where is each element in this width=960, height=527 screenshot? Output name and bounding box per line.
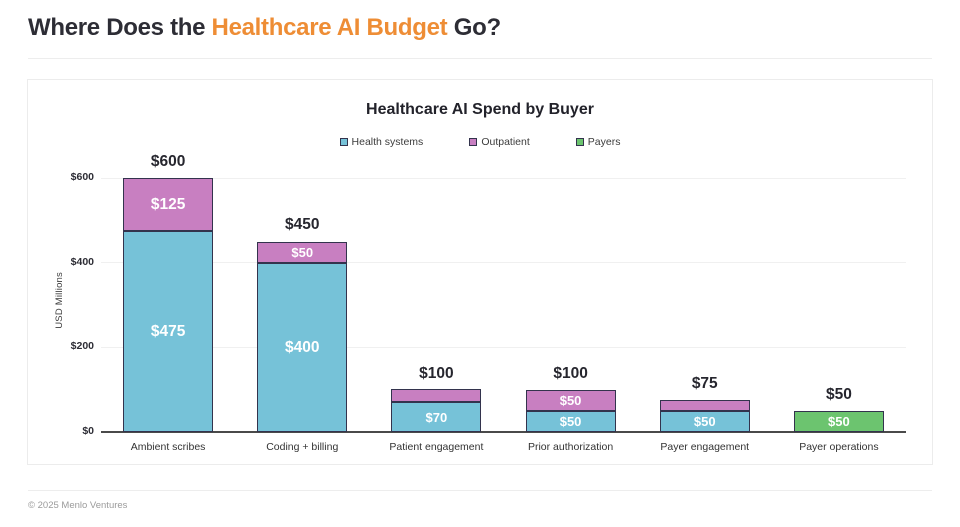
bar-total-label: $600 <box>150 153 186 170</box>
gridline-400 <box>101 262 906 264</box>
segment-health-systems: $70 <box>391 402 482 432</box>
category-label-payer-engagement: Payer engagement <box>660 441 750 453</box>
bar-total-label: $50 <box>825 386 852 403</box>
segment-value-label: $70 <box>425 409 448 425</box>
bar-coding-billing: $400 $50 $450 <box>257 178 348 432</box>
segment-health-systems: $50 <box>659 411 750 432</box>
legend-label: Outpatient <box>481 136 530 148</box>
title-divider <box>28 58 932 59</box>
segment-payers: $50 <box>793 411 884 432</box>
segment-value-label: $50 <box>828 414 850 429</box>
category-label-ambient-scribes: Ambient scribes <box>130 441 206 453</box>
bar-payer-operations: $50 $50 <box>793 178 884 432</box>
segment-value-label: $475 <box>150 322 186 340</box>
segment-health-systems: $50 <box>525 411 616 432</box>
footer-copyright: © 2025 Menlo Ventures <box>28 500 128 511</box>
category-label-payer-operations: Payer operations <box>799 441 879 453</box>
segment-outpatient: $125 <box>123 178 214 231</box>
bar-payer-engagement: $50 $75 <box>659 178 750 432</box>
legend-item-payers: Payers <box>575 136 621 148</box>
legend-swatch-icon <box>469 138 478 146</box>
legend-label: Payers <box>587 136 621 148</box>
bar-total-label: $75 <box>691 375 718 392</box>
segment-value-label: $125 <box>150 195 186 213</box>
bar-total-label: $100 <box>553 365 588 382</box>
bar-total-label: $100 <box>419 365 454 382</box>
y-tick-label: $200 <box>70 340 94 353</box>
legend-item-outpatient: Outpatient <box>469 136 530 148</box>
category-label-coding-billing: Coding + billing <box>266 441 339 453</box>
chart-card: Healthcare AI Spend by Buyer Health syst… <box>27 79 933 465</box>
y-tick-label: $600 <box>70 171 94 183</box>
gridline-200 <box>101 346 906 348</box>
segment-outpatient: $50 <box>257 242 348 263</box>
legend-swatch-icon <box>339 138 348 146</box>
legend-swatch-icon <box>575 138 584 146</box>
segment-value-label: $400 <box>285 338 320 356</box>
plot-wrap: $475 $125 $600 Ambient scribes $400 $50 $450 Co… <box>28 153 933 466</box>
segment-outpatient: $50 <box>525 390 616 411</box>
legend-item-health-systems: Health systems <box>339 136 424 148</box>
page-title: Where Does the Healthcare AI Budget Go? <box>28 14 501 42</box>
footer-divider <box>28 490 932 491</box>
category-label-prior-authorization: Prior authorization <box>527 441 614 453</box>
y-tick-label: $400 <box>70 255 94 268</box>
bar-prior-authorization: $50 $50 $100 <box>525 178 616 432</box>
bar-patient-engagement: $70 $100 <box>391 178 482 432</box>
page-title-prefix: Where Does the <box>28 14 212 41</box>
segment-value-label: $50 <box>559 414 582 429</box>
chart-title: Healthcare AI Spend by Buyer <box>366 101 594 118</box>
bar-ambient-scribes: $475 $125 $600 <box>123 153 214 432</box>
plot-area: $475 $125 $600 Ambient scribes $400 $50 $450 Co… <box>101 153 906 453</box>
segment-value-label: $50 <box>291 245 314 260</box>
segment-value-label: $50 <box>559 393 582 408</box>
segment-outpatient <box>391 389 482 402</box>
x-axis-line <box>101 431 906 433</box>
y-tick-label: $0 <box>82 425 94 437</box>
bar-total-label: $450 <box>285 216 320 233</box>
legend-label: Health systems <box>351 136 424 148</box>
category-label-patient-engagement: Patient engagement <box>389 441 484 453</box>
page-title-suffix: Go? <box>447 14 501 41</box>
segment-outpatient <box>659 400 750 411</box>
gridline-600 <box>101 177 906 179</box>
page-title-highlight: Healthcare AI Budget <box>211 14 448 41</box>
chart-legend: Health systems Outpatient Payers <box>28 136 932 148</box>
segment-value-label: $50 <box>693 414 716 429</box>
segment-health-systems: $400 <box>257 263 348 432</box>
segment-health-systems: $475 <box>123 231 214 432</box>
